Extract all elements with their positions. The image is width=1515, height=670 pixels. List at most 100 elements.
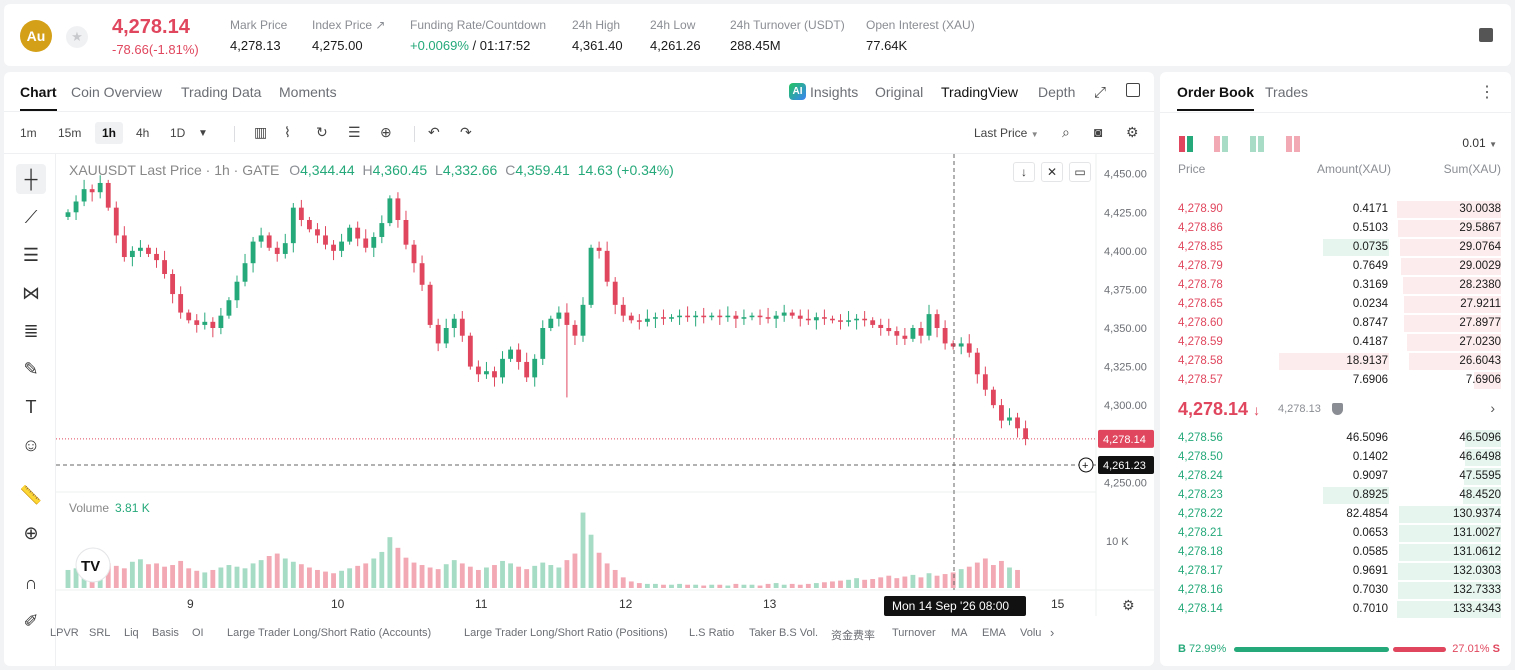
collapse-icon[interactable]: ✕ bbox=[1041, 162, 1063, 182]
maximize-icon[interactable]: ▭ bbox=[1069, 162, 1091, 182]
bid-row[interactable]: 4,278.23 0.8925 48.4520 bbox=[1160, 486, 1511, 505]
indicator-basis[interactable]: Basis bbox=[152, 627, 179, 639]
chart-area[interactable]: 4,450.00 4,425.00 4,400.00 4,375.00 4,350.00… bbox=[56, 154, 1154, 666]
tab-coin-overview[interactable]: Coin Overview bbox=[71, 84, 163, 100]
ask-row[interactable]: 4,278.85 0.0735 29.0764 bbox=[1160, 238, 1511, 257]
tab-trades[interactable]: Trades bbox=[1265, 84, 1309, 100]
ask-row[interactable]: 4,278.60 0.8747 27.8977 bbox=[1160, 314, 1511, 333]
bids-only-mode-icon[interactable] bbox=[1250, 136, 1266, 152]
sells-only-mode-icon[interactable] bbox=[1286, 136, 1302, 152]
ask-row[interactable]: 4,278.78 0.3169 28.2380 bbox=[1160, 276, 1511, 295]
undo-icon[interactable]: ↶ bbox=[428, 124, 440, 140]
candlestick-chart[interactable]: 4,450.00 4,425.00 4,400.00 4,375.00 4,350.00… bbox=[56, 154, 1154, 616]
bid-row[interactable]: 4,278.22 82.4854 130.9374 bbox=[1160, 505, 1511, 524]
ruler-tool-icon[interactable]: 📏 bbox=[19, 484, 43, 505]
view-depth[interactable]: Depth bbox=[1038, 84, 1076, 100]
tab-moments[interactable]: Moments bbox=[279, 84, 337, 100]
ask-row[interactable]: 4,278.57 7.6906 7.6906 bbox=[1160, 371, 1511, 390]
indicator-ls-positions[interactable]: Large Trader Long/Short Ratio (Positions… bbox=[464, 627, 668, 639]
magnet-tool-icon[interactable]: ∩ bbox=[24, 572, 38, 593]
pencil-lock-icon[interactable]: ✐ bbox=[23, 610, 39, 631]
expand-icon[interactable]: ⤢ bbox=[1094, 84, 1107, 101]
timeframe-1d[interactable]: 1D bbox=[170, 126, 186, 140]
price-tick-label: 4,250.00 bbox=[1104, 477, 1147, 489]
order-sum: 27.8977 bbox=[1459, 317, 1501, 329]
asks-only-mode-icon[interactable] bbox=[1214, 136, 1230, 152]
indicators-icon[interactable]: ⌇ bbox=[284, 124, 291, 140]
indicator-funding-rate[interactable]: 资金费率 bbox=[831, 630, 875, 642]
volume-bar bbox=[129, 561, 135, 588]
bid-row[interactable]: 4,278.56 46.5096 46.5096 bbox=[1160, 429, 1511, 448]
indicator-volume[interactable]: Volu bbox=[1020, 627, 1042, 639]
indicator-lpvr[interactable]: LPVR bbox=[50, 627, 79, 639]
refresh-icon[interactable]: ↻ bbox=[316, 124, 328, 140]
tab-order-book[interactable]: Order Book bbox=[1177, 84, 1255, 111]
crosshair-tool-icon[interactable]: ┼ bbox=[16, 164, 46, 194]
view-original[interactable]: Original bbox=[875, 84, 924, 100]
timeframe-1h[interactable]: 1h bbox=[95, 122, 124, 144]
channel-tool-icon[interactable]: ☰ bbox=[22, 244, 40, 265]
add-indicator-icon[interactable]: ⊕ bbox=[380, 124, 392, 140]
indicator-ls-accounts[interactable]: Large Trader Long/Short Ratio (Accounts) bbox=[227, 627, 432, 639]
view-insights[interactable]: Insights bbox=[810, 84, 859, 100]
bid-row[interactable]: 4,278.17 0.9691 132.0303 bbox=[1160, 562, 1511, 581]
redo-icon[interactable]: ↷ bbox=[460, 124, 472, 140]
scroll-latest-icon[interactable]: ↓ bbox=[1013, 162, 1035, 182]
bid-row[interactable]: 4,278.18 0.0585 131.0612 bbox=[1160, 543, 1511, 562]
indicator-ema[interactable]: EMA bbox=[982, 627, 1006, 639]
candle-body bbox=[958, 343, 964, 347]
price-type-select[interactable]: Last Price ▼ bbox=[974, 126, 1039, 140]
indicator-liq[interactable]: Liq bbox=[124, 627, 139, 639]
emoji-tool-icon[interactable]: ☺ bbox=[21, 434, 41, 455]
camera-icon[interactable]: ◙ bbox=[1094, 124, 1103, 140]
bid-row[interactable]: 4,278.21 0.0653 131.0027 bbox=[1160, 524, 1511, 543]
ask-row[interactable]: 4,278.86 0.5103 29.5867 bbox=[1160, 219, 1511, 238]
indicator-turnover[interactable]: Turnover bbox=[892, 627, 936, 639]
ask-row[interactable]: 4,278.90 0.4171 30.0038 bbox=[1160, 200, 1511, 219]
indicator-srl[interactable]: SRL bbox=[89, 627, 111, 639]
mid-price-value: 4,278.14 bbox=[1178, 399, 1249, 419]
favorite-star-icon[interactable]: ★ bbox=[66, 26, 88, 48]
bid-row[interactable]: 4,278.14 0.7010 133.4343 bbox=[1160, 600, 1511, 619]
zoom-tool-icon[interactable]: ⊕ bbox=[23, 522, 39, 543]
text-tool-icon[interactable]: T bbox=[25, 396, 37, 417]
stat-index-price[interactable]: Index Price ↗ 4,275.00 bbox=[312, 18, 385, 53]
indicator-taker-vol[interactable]: Taker B.S Vol. bbox=[749, 627, 819, 639]
indicator-ma[interactable]: MA bbox=[951, 627, 968, 639]
timeframe-dropdown-icon[interactable]: ▼ bbox=[198, 128, 208, 139]
timeframe-1m[interactable]: 1m bbox=[20, 126, 37, 140]
indicator-oi[interactable]: OI bbox=[192, 627, 204, 639]
timeframe-15m[interactable]: 15m bbox=[58, 126, 82, 140]
brush-tool-icon[interactable]: ✎ bbox=[23, 358, 39, 379]
ask-row[interactable]: 4,278.65 0.0234 27.9211 bbox=[1160, 295, 1511, 314]
window-icon[interactable] bbox=[1126, 83, 1140, 97]
pattern-tool-icon[interactable]: ⋈ bbox=[22, 282, 40, 303]
order-sum: 48.4520 bbox=[1459, 489, 1501, 501]
fib-tool-icon[interactable]: ≣ bbox=[23, 320, 39, 341]
tab-trading-data[interactable]: Trading Data bbox=[181, 84, 262, 100]
gear-icon[interactable]: ⚙ bbox=[1126, 124, 1139, 140]
ask-row[interactable]: 4,278.79 0.7649 29.0029 bbox=[1160, 257, 1511, 276]
bid-row[interactable]: 4,278.24 0.9097 47.5595 bbox=[1160, 467, 1511, 486]
bid-row[interactable]: 4,278.50 0.1402 46.6498 bbox=[1160, 448, 1511, 467]
ai-insights-icon[interactable]: AI bbox=[789, 83, 806, 100]
precision-select[interactable]: 0.01 ▼ bbox=[1462, 136, 1497, 150]
both-sides-mode-icon[interactable] bbox=[1179, 136, 1195, 152]
ask-row[interactable]: 4,278.58 18.9137 26.6043 bbox=[1160, 352, 1511, 371]
stat-key[interactable]: Index Price ↗ bbox=[312, 18, 386, 32]
candlestick-type-icon[interactable]: ▥ bbox=[254, 124, 268, 140]
more-icon[interactable]: ⋮ bbox=[1479, 84, 1495, 101]
tab-chart[interactable]: Chart bbox=[20, 84, 57, 111]
bid-row[interactable]: 4,278.16 0.7030 132.7333 bbox=[1160, 581, 1511, 600]
search-icon[interactable]: ⌕ bbox=[1062, 124, 1070, 140]
trendline-tool-icon[interactable]: ⟋ bbox=[24, 206, 38, 227]
legend-high-label: H bbox=[362, 162, 373, 178]
ask-row[interactable]: 4,278.59 0.4187 27.0230 bbox=[1160, 333, 1511, 352]
chevron-right-icon[interactable]: › bbox=[1050, 625, 1055, 640]
timeframe-4h[interactable]: 4h bbox=[136, 126, 150, 140]
view-tradingview[interactable]: TradingView bbox=[941, 84, 1019, 100]
chevron-right-icon[interactable]: › bbox=[1490, 400, 1495, 416]
book-icon[interactable] bbox=[1479, 28, 1493, 42]
indicator-ls-ratio[interactable]: L.S Ratio bbox=[689, 627, 735, 639]
template-icon[interactable]: ☰ bbox=[348, 124, 361, 140]
